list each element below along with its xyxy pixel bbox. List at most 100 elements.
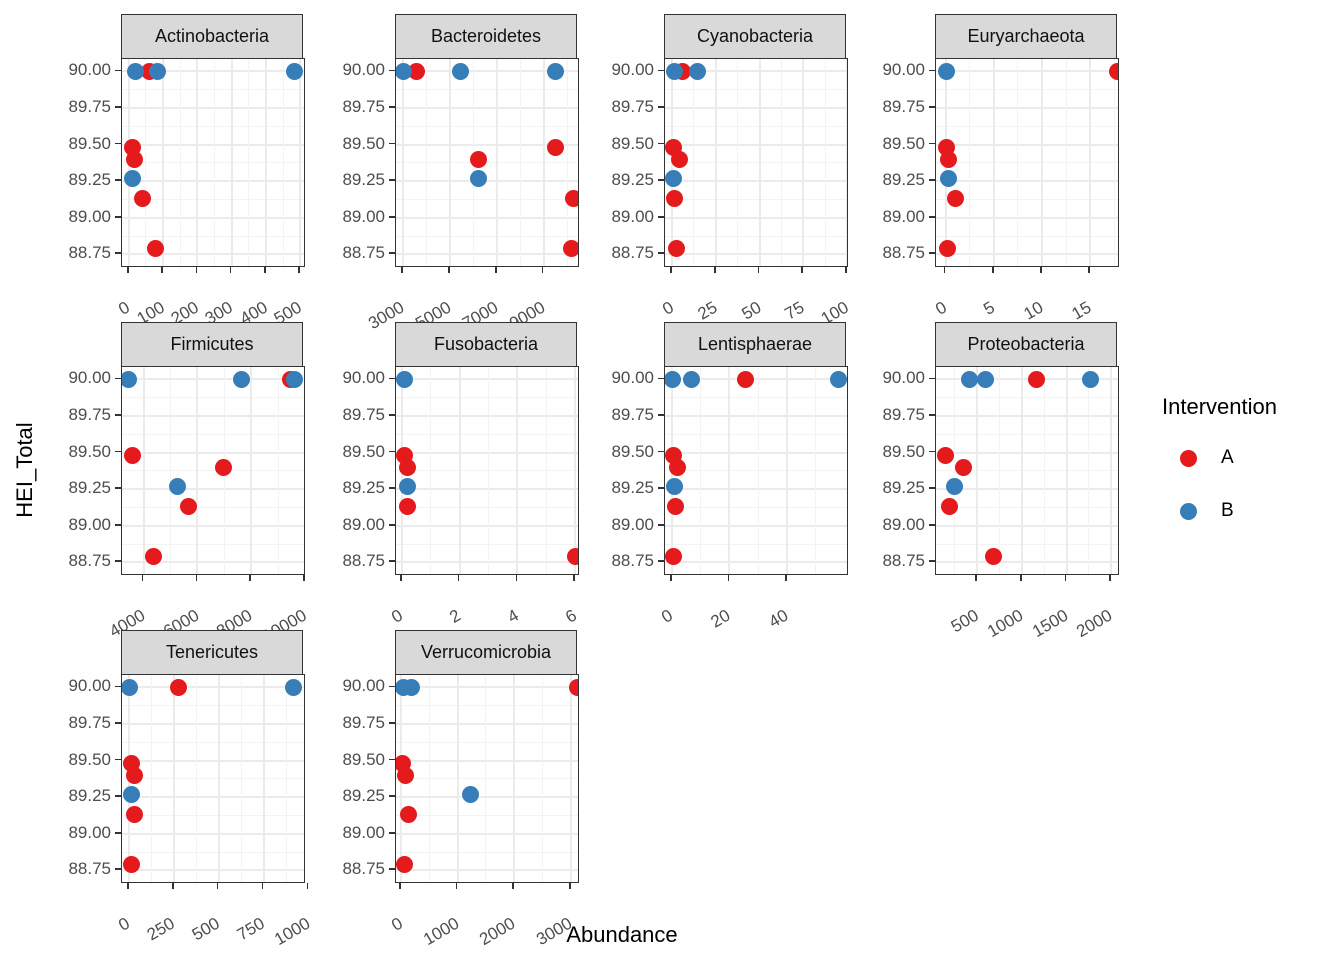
x-tick-mark	[569, 882, 571, 889]
gridline-major-h	[665, 180, 847, 183]
facet-panel-actinobacteria	[121, 58, 305, 267]
data-point-b	[829, 370, 847, 388]
gridline-major-h	[665, 488, 847, 491]
gridline-minor-h	[122, 125, 304, 127]
data-point-b	[127, 62, 145, 80]
data-point-b	[286, 370, 304, 388]
y-tick-mark	[658, 377, 664, 380]
y-tick-label: 89.75	[342, 97, 385, 116]
gridline-minor-v	[485, 675, 487, 882]
x-tick-mark	[249, 574, 252, 581]
x-tick-mark	[141, 574, 144, 581]
y-tick-label: 89.75	[342, 405, 385, 424]
y-tick-mark	[389, 106, 395, 108]
y-tick-label: 89.50	[342, 749, 385, 769]
data-point-a	[144, 547, 162, 565]
facet-strip-label: Firmicutes	[170, 334, 254, 354]
gridline-minor-v	[179, 59, 181, 266]
gridline-minor-h	[665, 397, 847, 399]
x-tick-label-text: 0	[658, 605, 677, 627]
y-tick-mark	[929, 252, 935, 255]
data-point-a	[940, 498, 958, 516]
gridline-major-h	[396, 686, 578, 689]
y-tick-label: 89.50	[342, 133, 385, 153]
y-tick-label: 89.25	[611, 170, 654, 190]
data-point-a	[215, 458, 233, 476]
x-tick-mark	[541, 266, 544, 273]
data-point-a	[399, 806, 417, 824]
x-tick-label-text: 4	[504, 605, 522, 627]
y-tick-mark	[115, 252, 121, 255]
gridline-major-v	[758, 59, 761, 266]
data-point-b	[688, 62, 706, 80]
y-tick-label: 89.25	[342, 170, 385, 190]
data-point-b	[461, 785, 479, 803]
y-tick-label: 89.75	[882, 405, 925, 424]
gridline-major-h	[936, 561, 1118, 564]
y-tick-mark	[389, 252, 395, 255]
data-point-b	[232, 370, 250, 388]
facet-panel-bacteroidetes	[395, 58, 579, 267]
y-tick-label: 89.75	[882, 97, 925, 116]
data-point-b	[399, 477, 417, 495]
y-tick-mark	[389, 795, 395, 797]
y-tick-label: 88.75	[342, 859, 385, 879]
x-tick-mark	[1020, 574, 1022, 581]
x-tick-label-text: 20	[707, 605, 734, 632]
gridline-minor-v	[277, 367, 279, 574]
legend-item-b: B	[1180, 493, 1277, 529]
data-point-a	[565, 190, 578, 208]
gridline-major-h	[396, 759, 578, 762]
x-tick-mark	[303, 574, 305, 581]
gridline-major-h	[396, 561, 578, 564]
gridline-major-h	[936, 107, 1118, 109]
x-tick-label-text: 1000	[270, 913, 313, 950]
gridline-major-h	[396, 796, 578, 799]
gridline-major-h	[122, 723, 304, 725]
data-point-a	[671, 150, 689, 168]
gridline-major-h	[936, 253, 1118, 256]
y-tick-label: 89.50	[68, 749, 111, 769]
data-point-b	[469, 169, 487, 187]
y-tick-label: 89.00	[68, 822, 111, 842]
data-point-a	[563, 239, 578, 257]
data-point-b	[451, 62, 469, 80]
x-tick-mark	[784, 574, 787, 581]
gridline-minor-v	[545, 367, 547, 574]
data-point-b	[938, 62, 956, 80]
y-tick-mark	[389, 377, 395, 380]
y-tick-label: 89.00	[882, 514, 925, 534]
gridline-minor-h	[396, 741, 578, 743]
x-tick-mark	[195, 266, 198, 273]
data-point-b	[665, 169, 683, 187]
gridline-major-h	[396, 451, 578, 454]
x-tick-mark	[512, 882, 515, 889]
gridline-major-h	[122, 70, 304, 73]
y-tick-label: 89.00	[611, 206, 654, 226]
gridline-major-h	[122, 451, 304, 454]
y-tick-mark	[658, 414, 664, 416]
gridline-minor-v	[542, 675, 544, 882]
x-tick-label-text: 1000	[984, 605, 1027, 642]
y-tick-mark	[658, 179, 664, 181]
gridline-minor-h	[396, 543, 578, 545]
gridline-minor-h	[122, 741, 304, 743]
x-tick-label-text: 15	[1068, 297, 1095, 324]
facet-panel-fusobacteria	[395, 366, 579, 575]
y-tick-mark	[389, 868, 395, 871]
data-point-a	[669, 458, 687, 476]
y-tick-label: 89.50	[68, 133, 111, 153]
gridline-minor-h	[936, 397, 1118, 399]
y-tick-mark	[115, 831, 121, 834]
facet-strip: Euryarchaeota	[935, 14, 1117, 58]
data-point-a	[666, 190, 684, 208]
data-point-b	[547, 62, 565, 80]
facet-strip: Verrucomicrobia	[395, 630, 577, 674]
x-tick-label-text: 500	[947, 605, 982, 637]
data-point-a	[147, 239, 165, 257]
x-tick-mark	[670, 266, 672, 273]
x-tick-mark	[727, 574, 730, 581]
gridline-major-v	[513, 675, 516, 882]
y-tick-label: 89.00	[68, 514, 111, 534]
x-tick-mark	[943, 266, 946, 273]
